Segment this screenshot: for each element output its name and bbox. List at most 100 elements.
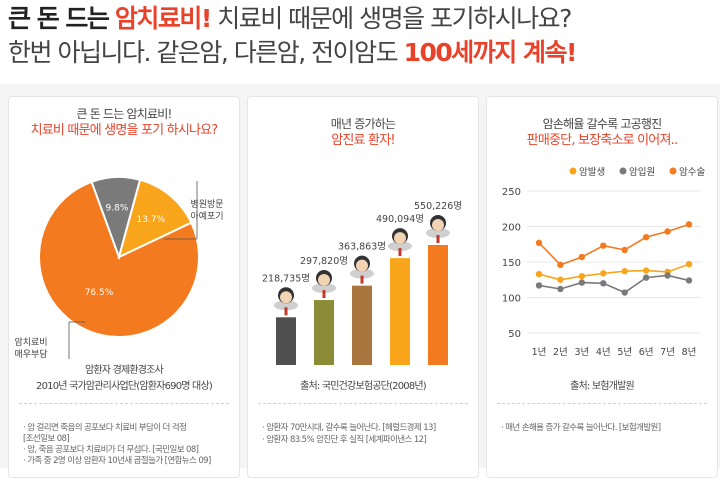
panel1-divider — [19, 403, 229, 404]
bar — [314, 300, 334, 365]
panel1-title: 큰 돈 드는 암치료비! — [76, 107, 173, 121]
data-point — [535, 270, 543, 278]
panel1-note: · 가족 중 2명 이상 암환자 10년새 곱절늘가 [연합뉴스 09] — [23, 456, 211, 466]
data-point — [685, 221, 693, 228]
person-tie-icon — [322, 290, 326, 299]
panel2-note: · 암환자 83.5% 암진단 후 실직 [세계파이낸스 12] — [262, 435, 427, 445]
data-point — [578, 253, 586, 261]
panel1-note: · 암 걸리면 죽음의 공포보다 치료비 부담이 더 걱정 — [23, 423, 187, 433]
data-point — [557, 276, 564, 283]
person-tie-icon — [360, 275, 364, 284]
headline-text-2: 한번 아닙니다. 같은암, 다른암, 전이암도 — [8, 38, 399, 67]
panel-loss-ratio: 암손해율 갈수록 고공행진 판매중단, 보장축소로 이어져.. 50 100 150… — [486, 96, 718, 478]
data-point — [578, 273, 586, 280]
data-point — [600, 280, 607, 287]
data-point — [621, 289, 628, 296]
y-tick-label: 50 — [508, 329, 521, 340]
headline-line2: 한번 아닙니다. 같은암, 다른암, 전이암도 100세까지 계속! — [8, 38, 577, 68]
data-point — [600, 242, 607, 249]
bar-value-label: 363,863명 — [338, 242, 386, 253]
panel2-subtitle: 암진료 환자! — [331, 133, 395, 148]
y-tick-label: 100 — [502, 294, 521, 305]
series-line — [538, 263, 690, 281]
panel-treatment-cost: 큰 돈 드는 암치료비! 치료비 때문에 생명을 포기 하시나요? 76.5% 9… — [8, 96, 240, 478]
panel1-source-2: 2010년 국가암관리사업단(암환자690명 대상) — [36, 381, 213, 392]
data-point — [685, 277, 693, 284]
panel2-divider — [258, 403, 468, 404]
patient-bar-chart: 218,735명 297,820명 363,863명 490,094명 550,226명 — [262, 201, 462, 365]
person-shoulders-icon — [350, 268, 374, 279]
pie-slice — [117, 178, 193, 259]
x-tick-label: 6년 — [639, 347, 654, 358]
callout-right-label-1: 병원방문 — [190, 199, 223, 210]
data-point — [535, 282, 543, 289]
bar-value-label: 297,820명 — [300, 256, 348, 267]
panel3-subtitle: 판매중단, 보장축소로 이어져.. — [526, 133, 678, 148]
person-tie-icon — [398, 248, 402, 257]
legend-label: 암수술 — [679, 166, 705, 178]
data-point — [642, 233, 650, 241]
x-tick-label: 4년 — [596, 347, 611, 358]
person-face-icon — [394, 232, 406, 245]
series-line — [538, 223, 690, 266]
panel1-note: · 암, 죽음 공포보다 치료비가 더 무섭다. [국민일보 08] — [23, 445, 199, 455]
panel3-source: 출처: 보험개발원 — [570, 381, 635, 392]
pie-slice-label: 9.8% — [106, 203, 129, 213]
panel3-divider — [497, 403, 707, 404]
person-shoulders-icon — [388, 241, 412, 252]
panel3-title: 암손해율 갈수록 고공행진 — [542, 117, 662, 131]
bar-value-label: 550,226명 — [414, 201, 462, 212]
x-tick-label: 7년 — [660, 347, 675, 358]
data-point — [535, 239, 543, 247]
panel1-source-1: 암환자 경제환경조사 — [85, 365, 164, 376]
bar-value-label: 490,094명 — [376, 214, 424, 225]
person-shoulders-icon — [426, 228, 450, 238]
headline-text: 치료비 때문에 생명을 포기하시나요? — [217, 4, 572, 33]
headline-line1: 큰 돈 드는 암치료비! 치료비 때문에 생명을 포기하시나요? — [8, 4, 572, 34]
legend-marker — [569, 167, 577, 175]
legend-label: 암발생 — [579, 166, 605, 178]
person-face-icon — [280, 291, 292, 304]
data-point — [621, 268, 628, 275]
panel1-note: [조선일보 08] — [23, 434, 70, 444]
y-tick-label: 150 — [502, 258, 521, 269]
data-point — [578, 279, 586, 286]
x-tick-label: 2년 — [553, 347, 568, 358]
x-tick-label: 5년 — [617, 347, 632, 358]
headline-emphasis-red: 암치료비! — [114, 4, 212, 33]
data-point — [600, 270, 607, 277]
pie-slice-label: 76.5% — [85, 288, 114, 298]
data-point — [642, 267, 650, 274]
bar — [276, 317, 296, 365]
y-tick-label: 250 — [502, 187, 521, 198]
bar — [428, 245, 448, 365]
x-tick-label: 1년 — [532, 347, 547, 358]
person-tie-icon — [436, 235, 440, 243]
pie-slice-label: 13.7% — [137, 215, 166, 225]
data-point — [664, 272, 671, 279]
person-face-icon — [318, 274, 330, 287]
panel1-subtitle: 치료비 때문에 생명을 포기 하시나요? — [30, 123, 219, 138]
bar — [390, 258, 410, 365]
callout-right-label-2: 아예포기 — [190, 211, 223, 222]
data-point — [557, 285, 564, 293]
panel2-title: 매년 증가하는 — [330, 117, 396, 131]
person-tie-icon — [284, 307, 288, 316]
y-tick-label: 200 — [502, 223, 521, 234]
headline-emphasis-dark: 큰 돈 드는 — [8, 4, 110, 33]
bar — [352, 285, 372, 365]
callout-left-label-2: 매우부담 — [14, 348, 47, 360]
panel2-note: · 암환자 70만시대, 갈수록 늘어난다. [헤럴드경제 13] — [262, 423, 436, 433]
person-shoulders-icon — [274, 300, 298, 311]
data-point — [685, 260, 693, 268]
series-line — [538, 274, 690, 294]
person-face-icon — [432, 219, 444, 231]
data-point — [664, 228, 671, 235]
person-face-icon — [356, 259, 368, 272]
pie-chart: 76.5% 9.8% 13.7% 병원방문 아예포기 암치료비 매우부담 — [14, 176, 224, 360]
panel2-source: 출처: 국민건강보험공단(2008년) — [300, 381, 427, 392]
data-point — [557, 261, 564, 269]
legend-marker — [619, 167, 627, 175]
legend-marker — [669, 167, 677, 175]
data-point — [621, 246, 628, 254]
